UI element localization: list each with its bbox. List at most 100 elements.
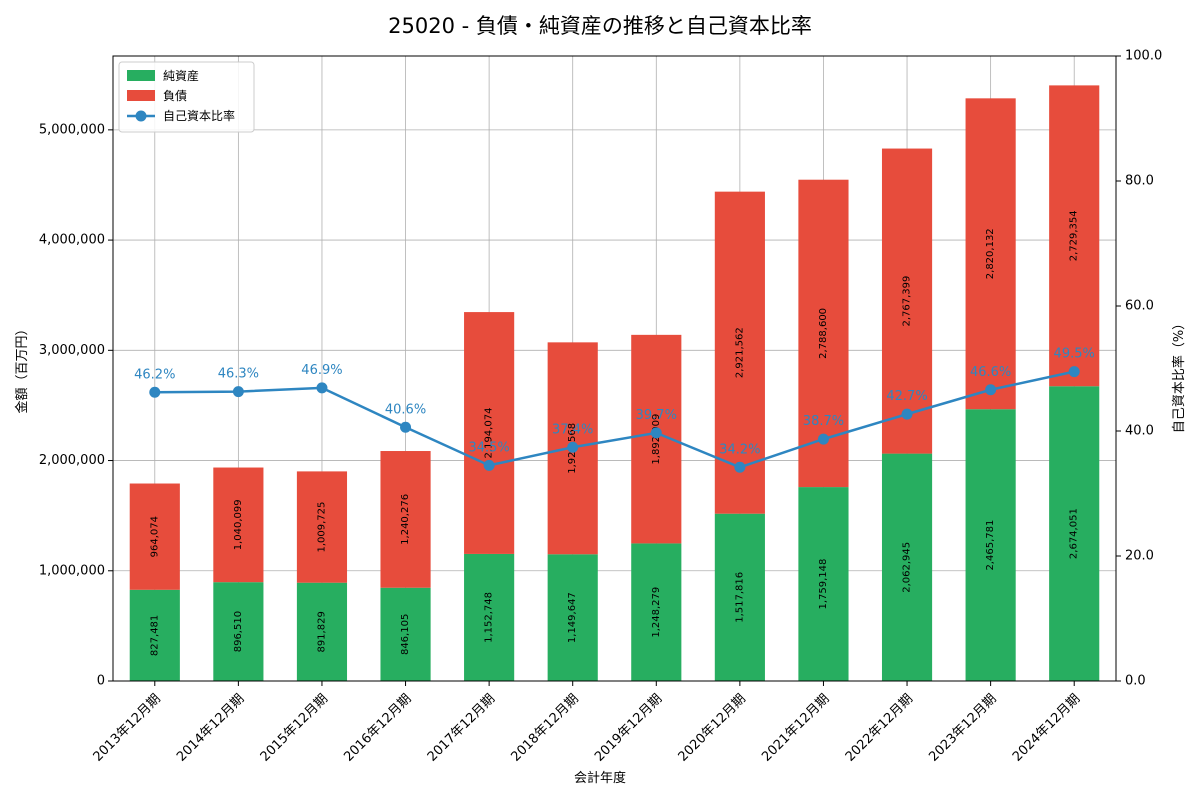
y2-tick-label: 0.0 xyxy=(1125,674,1146,689)
ratio-label: 38.7% xyxy=(803,414,844,429)
bar-value-label: 2,921,562 xyxy=(734,327,745,378)
ratio-label: 40.6% xyxy=(385,402,426,417)
bar-net-assets xyxy=(213,582,264,681)
bar-net-assets xyxy=(296,582,348,681)
bar-value-label: 2,729,354 xyxy=(1069,210,1080,261)
bar-value-label: 2,674,051 xyxy=(1069,508,1080,559)
ratio-label: 46.3% xyxy=(218,367,259,382)
ratio-point xyxy=(316,382,328,394)
legend-label: 純資産 xyxy=(163,68,199,83)
legend-label: 自己資本比率 xyxy=(163,108,235,123)
ratio-point xyxy=(232,386,244,398)
x-tick-label: 2015年12月期 xyxy=(258,691,331,764)
bar-value-label: 2,788,600 xyxy=(818,308,829,359)
ratio-label: 49.5% xyxy=(1054,347,1095,362)
ratio-label: 46.6% xyxy=(970,365,1011,380)
y-tick-label: 3,000,000 xyxy=(39,343,105,358)
bar-value-label: 891,829 xyxy=(316,611,327,652)
ratio-label: 42.7% xyxy=(886,389,927,404)
y-tick-label: 0 xyxy=(97,674,105,689)
y-tick-label: 2,000,000 xyxy=(39,453,105,468)
bar-value-label: 2,062,945 xyxy=(902,542,913,593)
bar-liabilities xyxy=(129,483,180,590)
bar-value-label: 827,481 xyxy=(149,615,160,656)
bar-value-label: 1,040,099 xyxy=(233,499,244,550)
bar-net-assets xyxy=(464,553,515,681)
bar-value-label: 2,465,781 xyxy=(985,520,996,571)
ratio-point xyxy=(567,441,579,453)
bar-liabilities xyxy=(464,312,515,554)
bar-net-assets xyxy=(547,554,598,681)
bar-value-label: 1,892,009 xyxy=(651,414,662,465)
x-tick-label: 2021年12月期 xyxy=(759,691,832,764)
ratio-point xyxy=(817,433,829,445)
y2-axis-label: 自己資本比率（%） xyxy=(1171,317,1187,433)
bar-value-label: 1,248,279 xyxy=(651,587,662,638)
ratio-point xyxy=(149,386,161,398)
bar-value-label: 1,152,748 xyxy=(484,592,495,643)
x-tick-label: 2023年12月期 xyxy=(926,691,999,764)
ratio-label: 39.7% xyxy=(636,408,677,423)
y2-tick-label: 80.0 xyxy=(1125,174,1154,189)
plot-frame xyxy=(112,55,1117,682)
bar-value-label: 1,517,816 xyxy=(734,572,745,623)
bar-value-label: 1,759,148 xyxy=(818,559,829,610)
ratio-point xyxy=(901,408,913,420)
x-tick-label: 2018年12月期 xyxy=(508,691,581,764)
ratio-line xyxy=(154,370,1075,469)
ratio-point xyxy=(985,384,997,396)
ratio-label: 34.2% xyxy=(719,442,760,457)
ratio-point xyxy=(1068,366,1080,378)
ratio-label: 46.2% xyxy=(134,367,175,382)
bar-value-label: 846,105 xyxy=(400,614,411,655)
bar-value-label: 2,194,074 xyxy=(484,408,495,459)
bar-value-label: 1,009,725 xyxy=(316,502,327,553)
bar-liabilities xyxy=(965,98,1016,410)
legend-swatch-ratio-point xyxy=(135,110,147,122)
y-tick-label: 1,000,000 xyxy=(39,563,105,578)
x-tick-label: 2016年12月期 xyxy=(341,691,414,764)
x-tick-label: 2020年12月期 xyxy=(676,691,749,764)
legend-swatch-net-assets xyxy=(127,70,155,81)
bar-net-assets xyxy=(1049,386,1100,681)
x-axis-label: 会計年度 xyxy=(574,770,626,786)
bar-liabilities xyxy=(1049,85,1100,387)
bar-net-assets xyxy=(714,513,765,681)
ratio-point xyxy=(734,461,746,473)
x-tick-label: 2022年12月期 xyxy=(843,691,916,764)
bar-net-assets xyxy=(798,487,849,681)
ratio-label: 46.9% xyxy=(301,363,342,378)
ratio-label: 37.4% xyxy=(552,422,593,437)
bar-liabilities xyxy=(213,467,264,583)
y2-tick-label: 100.0 xyxy=(1125,49,1162,64)
bar-net-assets xyxy=(380,587,431,681)
y-tick-label: 5,000,000 xyxy=(39,122,105,137)
bar-value-label: 2,820,132 xyxy=(985,228,996,279)
bar-net-assets xyxy=(965,409,1016,681)
bar-net-assets xyxy=(129,589,180,681)
y2-tick-label: 60.0 xyxy=(1125,299,1154,314)
x-tick-label: 2014年12月期 xyxy=(174,691,247,764)
ratio-point xyxy=(400,421,412,433)
chart-title: 25020 - 負債・純資産の推移と自己資本比率 xyxy=(388,14,812,38)
bar-net-assets xyxy=(881,453,933,681)
bar-value-label: 1,240,276 xyxy=(400,494,411,545)
x-tick-label: 2024年12月期 xyxy=(1010,691,1083,764)
x-tick-label: 2013年12月期 xyxy=(91,691,164,764)
legend-label: 負債 xyxy=(163,88,187,103)
x-tick-label: 2017年12月期 xyxy=(425,691,498,764)
ratio-label: 34.5% xyxy=(468,440,509,455)
y2-tick-label: 40.0 xyxy=(1125,424,1154,439)
ratio-point xyxy=(483,459,495,471)
x-tick-label: 2019年12月期 xyxy=(592,691,665,764)
legend-swatch-liabilities xyxy=(127,90,155,101)
bar-liabilities xyxy=(881,148,933,454)
ratio-point xyxy=(650,427,662,439)
bar-value-label: 2,767,399 xyxy=(902,276,913,327)
y-tick-label: 4,000,000 xyxy=(39,233,105,248)
y2-tick-label: 20.0 xyxy=(1125,549,1154,564)
bar-liabilities xyxy=(380,451,431,588)
bar-liabilities xyxy=(296,471,348,583)
bar-value-label: 1,149,647 xyxy=(567,592,578,643)
